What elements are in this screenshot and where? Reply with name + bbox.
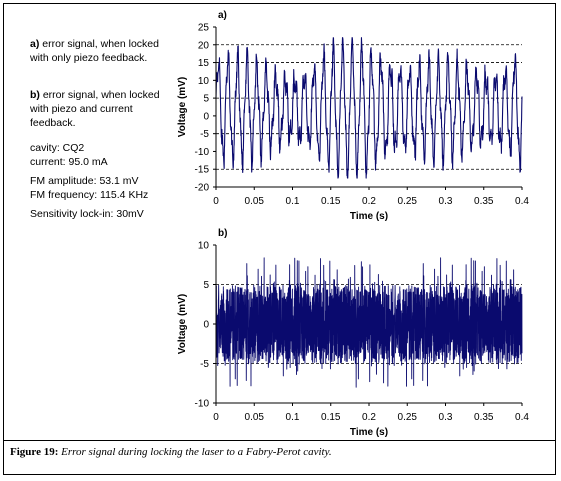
- figure-frame: [3, 3, 556, 475]
- note-b-label: b): [30, 89, 40, 101]
- note-fm-frequency: FM frequency: 115.4 KHz: [30, 189, 149, 201]
- series-line-a: [215, 37, 523, 179]
- figure-caption: Figure 19: Error signal during locking t…: [10, 446, 332, 458]
- note-fm-amplitude: FM amplitude: 53.1 mV: [30, 175, 139, 187]
- y-tick-label-a: 20: [198, 40, 210, 51]
- y-tick-label-b: 5: [203, 280, 209, 291]
- x-tick-label-b: 0.15: [321, 412, 341, 423]
- y-tick-label-a: -5: [200, 129, 209, 140]
- x-tick-label-a: 0.4: [515, 196, 529, 207]
- caption-divider: [3, 440, 556, 441]
- note-b-text1: error signal, when locked: [42, 89, 160, 101]
- note-sensitivity: Sensitivity lock-in: 30mV: [30, 208, 144, 220]
- y-tick-label-b: 10: [198, 241, 210, 252]
- x-tick-label-a: 0.3: [439, 196, 453, 207]
- x-tick-label-a: 0.2: [362, 196, 376, 207]
- y-tick-label-a: 25: [198, 23, 210, 34]
- note-b-text2: with piezo and current: [30, 103, 133, 115]
- x-tick-label-a: 0.15: [321, 196, 341, 207]
- y-tick-label-a: 5: [203, 94, 209, 105]
- x-tick-label-b: 0.2: [362, 412, 376, 423]
- note-b-text3: feedback.: [30, 117, 76, 129]
- x-tick-label-b: 0: [213, 412, 219, 423]
- series-line-b: [215, 257, 523, 388]
- x-axis-title-b: Time (s): [350, 427, 388, 438]
- note-current: current: 95.0 mA: [30, 156, 108, 168]
- note-a-text2: with only piezo feedback.: [30, 52, 148, 64]
- x-tick-label-b: 0.35: [474, 412, 494, 423]
- x-tick-label-a: 0.35: [474, 196, 494, 207]
- y-tick-label-a: 15: [198, 58, 210, 69]
- y-tick-label-a: 10: [198, 76, 210, 87]
- x-tick-label-a: 0.25: [398, 196, 418, 207]
- y-axis-title-b: Voltage (mV): [177, 294, 188, 354]
- x-tick-label-b: 0.1: [286, 412, 300, 423]
- y-tick-label-b: -10: [195, 399, 210, 410]
- caption-label: Figure 19:: [10, 446, 59, 458]
- y-tick-label-a: -20: [195, 183, 210, 194]
- x-tick-label-a: 0: [213, 196, 219, 207]
- note-b-line1: b) error signal, when locked: [30, 89, 160, 102]
- note-a-text1: error signal, when locked: [42, 38, 159, 50]
- x-tick-label-b: 0.05: [245, 412, 265, 423]
- note-cavity: cavity: CQ2: [30, 142, 85, 154]
- caption-text: Error signal during locking the laser to…: [61, 446, 332, 458]
- x-tick-label-b: 0.3: [439, 412, 453, 423]
- x-axis-title-a: Time (s): [350, 211, 388, 222]
- y-axis-title-a: Voltage (mV): [177, 77, 188, 137]
- y-tick-label-a: 0: [203, 111, 209, 122]
- y-tick-label-a: -10: [195, 147, 210, 158]
- note-a-label: a): [30, 38, 40, 50]
- y-tick-label-b: 0: [203, 320, 209, 331]
- x-tick-label-a: 0.1: [286, 196, 300, 207]
- x-tick-label-a: 0.05: [245, 196, 265, 207]
- x-tick-label-b: 0.25: [398, 412, 418, 423]
- x-tick-label-b: 0.4: [515, 412, 529, 423]
- panel-label-a: a): [218, 10, 227, 21]
- panel-label-b: b): [218, 228, 227, 239]
- y-tick-label-b: -5: [200, 359, 209, 370]
- y-tick-label-a: -15: [195, 165, 210, 176]
- note-a-line1: a) error signal, when locked: [30, 38, 159, 51]
